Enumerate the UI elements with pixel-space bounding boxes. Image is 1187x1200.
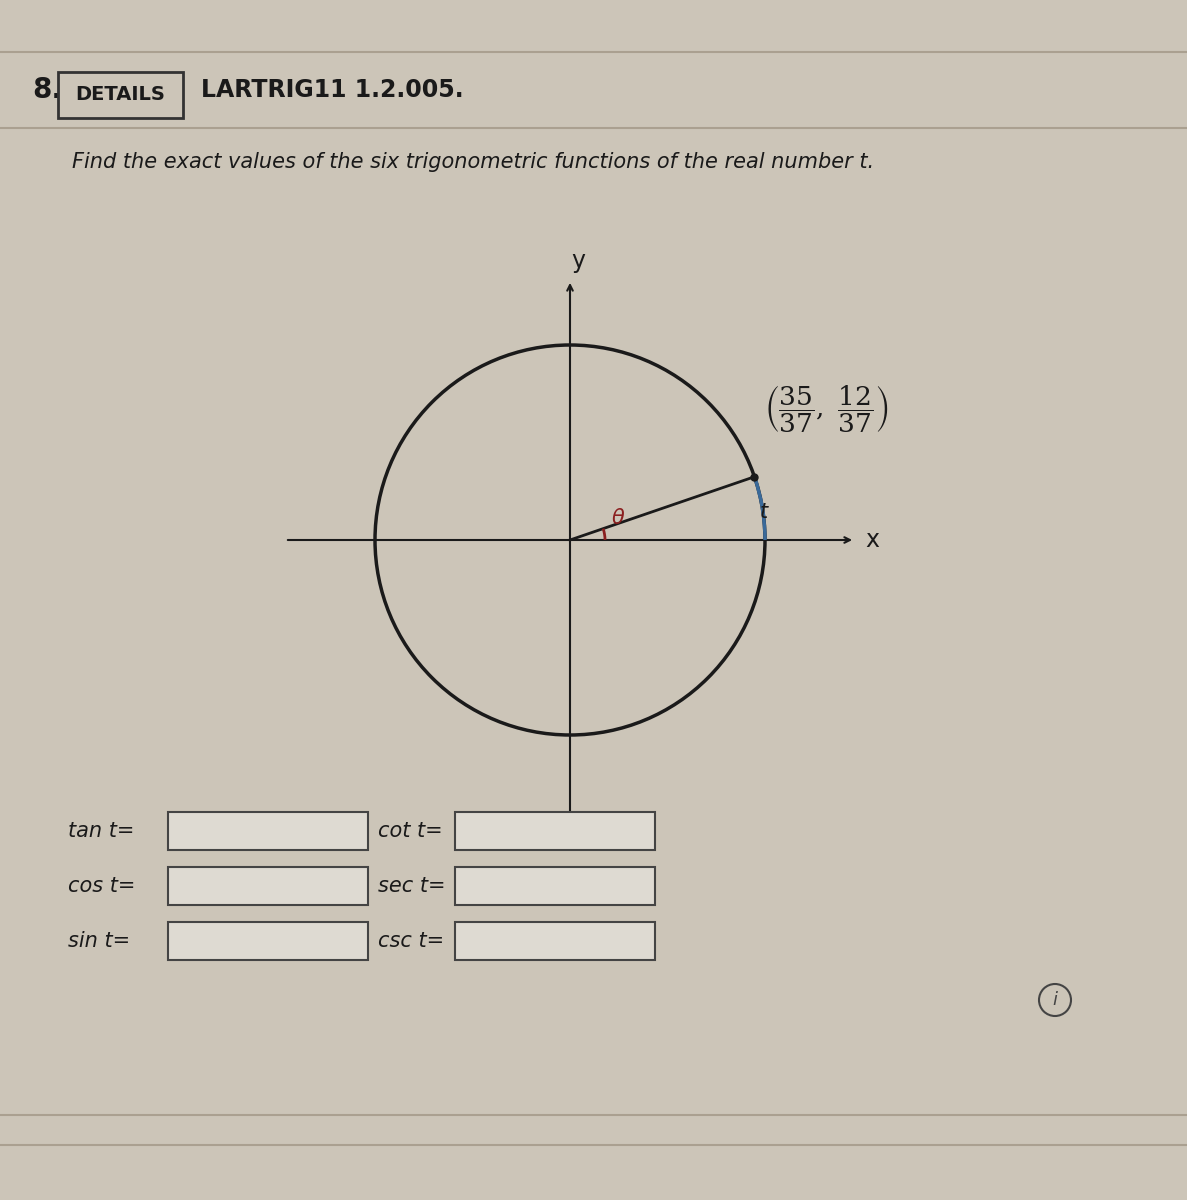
Text: cot t=: cot t= (377, 821, 443, 841)
Text: i: i (1053, 991, 1058, 1009)
Text: tan t=: tan t= (68, 821, 134, 841)
Text: DETAILS: DETAILS (76, 85, 165, 104)
Text: θ: θ (612, 508, 624, 528)
Text: sin t=: sin t= (68, 931, 131, 950)
Bar (169, 866, 368, 905)
Text: $\left(\dfrac{35}{37},\ \dfrac{12}{37}\right)$: $\left(\dfrac{35}{37},\ \dfrac{12}{37}\r… (764, 384, 889, 434)
Bar (455, 812, 655, 850)
Text: 8.: 8. (32, 76, 62, 104)
Bar (169, 812, 368, 850)
Text: LARTRIG11 1.2.005.: LARTRIG11 1.2.005. (201, 78, 464, 102)
Text: y: y (571, 248, 585, 272)
Bar (455, 922, 655, 960)
Text: sec t=: sec t= (377, 876, 445, 896)
Text: csc t=: csc t= (377, 931, 444, 950)
Bar (455, 866, 655, 905)
Text: Find the exact values of the six trigonometric functions of the real number t.: Find the exact values of the six trigono… (72, 152, 874, 172)
Text: t: t (760, 502, 768, 522)
Bar (169, 922, 368, 960)
Text: x: x (865, 528, 880, 552)
Text: cos t=: cos t= (68, 876, 135, 896)
Bar (58, 72, 183, 118)
